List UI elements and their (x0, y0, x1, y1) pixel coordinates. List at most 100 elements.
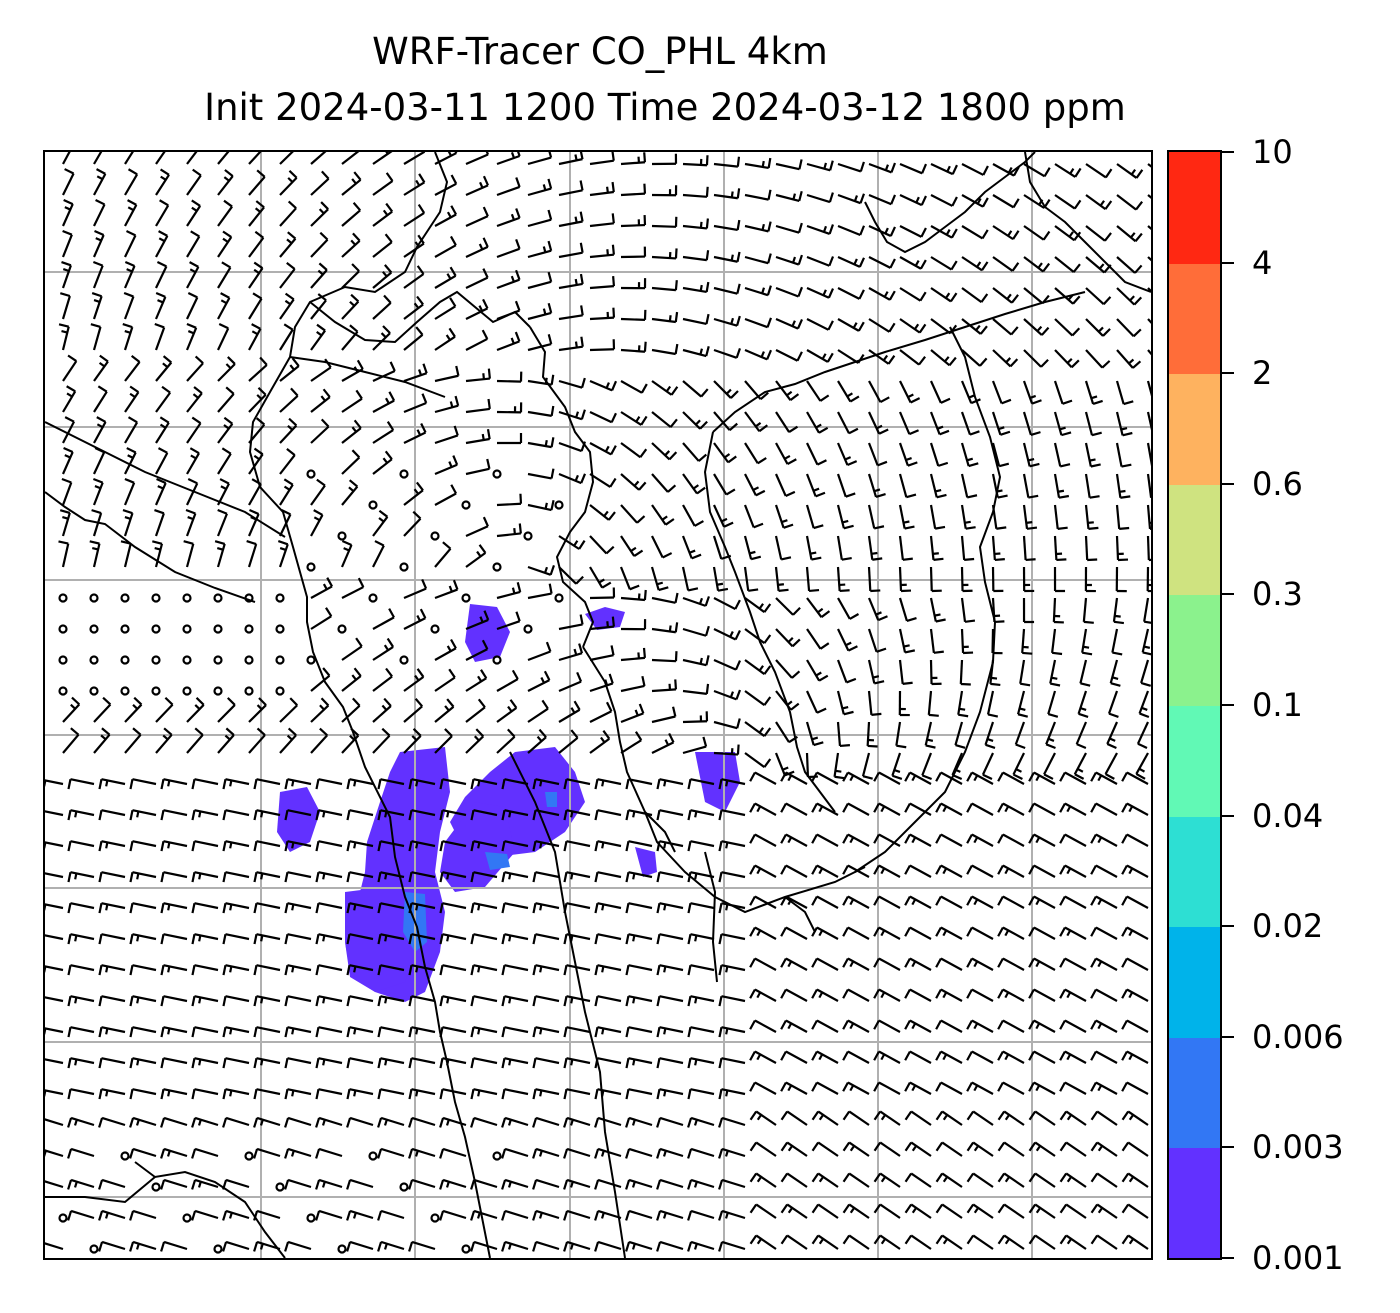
wind-barb-calm (89, 624, 99, 634)
wind-barb (656, 902, 684, 914)
wind-barb (1082, 597, 1094, 624)
wind-barb (124, 230, 137, 258)
wind-barb (253, 778, 281, 790)
wind-barb (682, 711, 709, 724)
coastline-path (704, 851, 718, 983)
wind-barb (155, 447, 169, 475)
wind-barb (315, 902, 343, 914)
coastline-path (248, 152, 491, 1258)
wind-barb-calm (399, 1182, 409, 1192)
wind-barb-calm (151, 655, 161, 665)
colorbar-segment (1169, 705, 1220, 817)
wind-barb (222, 871, 250, 883)
wind-barb (811, 1234, 839, 1250)
wind-barb (960, 442, 979, 468)
wind-barb (775, 628, 801, 648)
wind-barb (98, 1116, 126, 1128)
wind-barb (434, 365, 460, 383)
wind-barb (842, 1203, 870, 1219)
wind-barb (527, 699, 549, 723)
wind-barb (713, 744, 740, 756)
wind-barb-calm (120, 593, 130, 603)
wind-barb (960, 504, 976, 530)
wind-barb (563, 1178, 591, 1190)
wind-barb (966, 1050, 994, 1064)
wind-barb (873, 1019, 901, 1033)
wind-barb (98, 964, 126, 976)
wind-barb (403, 698, 424, 723)
wind-barb (98, 778, 126, 790)
wind-barb (718, 995, 746, 1007)
wind-barb (279, 231, 297, 258)
wind-barb (284, 1178, 312, 1190)
wind-barb (346, 871, 374, 883)
wind-barb (991, 504, 1007, 530)
wind-barb (780, 771, 808, 785)
wind-barb (775, 222, 803, 234)
wind-barb (806, 597, 831, 619)
wind-barb (217, 447, 232, 475)
wind-barb (682, 504, 704, 527)
wind-barb (625, 1026, 653, 1038)
wind-barb (620, 589, 647, 602)
wind-barb (45, 1058, 64, 1065)
wind-barb (186, 199, 202, 227)
wind-barb (248, 292, 263, 320)
wind-barb (930, 287, 958, 303)
wind-barb (558, 671, 583, 693)
wind-barb (496, 239, 521, 259)
wind-barb (873, 957, 901, 971)
chart-title-line-2: Init 2024-03-11 1200 Time 2024-03-12 180… (204, 86, 1126, 129)
wind-barb (1090, 926, 1118, 940)
wind-barb (217, 261, 232, 289)
wind-barb (594, 809, 622, 821)
wind-barb (527, 271, 553, 290)
wind-barb (496, 523, 522, 538)
wind-barb (563, 1026, 591, 1038)
wind-barb (439, 840, 467, 852)
wind-barb-calm (275, 1182, 285, 1192)
wind-barb (718, 871, 746, 883)
wind-barb (1059, 1203, 1087, 1219)
wind-barb-calm (120, 686, 130, 696)
wind-barb (718, 933, 746, 945)
wind-barb (1121, 926, 1149, 940)
wind-barb (253, 1026, 281, 1038)
wind-barb (749, 833, 777, 847)
wind-barb (403, 393, 428, 414)
wind-barb (961, 349, 988, 367)
wind-barb-calm (306, 655, 316, 665)
wind-barb (873, 864, 901, 878)
wind-barb (899, 162, 928, 175)
wind-barb (656, 1116, 684, 1128)
wind-barb (129, 964, 157, 976)
wind-barb (935, 833, 963, 847)
wind-barb (527, 500, 555, 512)
wind-barb (558, 643, 584, 662)
wind-barb (842, 1081, 870, 1095)
wind-barb (439, 871, 467, 883)
wind-barb (842, 1234, 870, 1250)
wind-barb (408, 1088, 436, 1100)
wind-barb (1059, 1019, 1087, 1033)
wind-barb (346, 902, 374, 914)
wind-barb (470, 809, 498, 821)
wind-barb (67, 1116, 95, 1128)
wind-barb (682, 380, 709, 398)
wind-barb (1121, 1234, 1149, 1250)
wind-barb (774, 566, 789, 592)
wind-barb (1073, 752, 1087, 780)
wind-barb (997, 1234, 1025, 1250)
wind-barb (935, 802, 963, 816)
wind-barb (284, 995, 312, 1007)
wind-barb (532, 1240, 560, 1252)
wind-barb (501, 995, 529, 1007)
wind-barb (718, 1209, 746, 1221)
wind-barb (861, 752, 873, 780)
wind-barb (589, 730, 611, 754)
wind-barb (930, 163, 958, 176)
wind-barb (682, 683, 710, 695)
wind-barb (408, 1057, 436, 1069)
wind-barb (1081, 628, 1093, 656)
wind-barb (743, 504, 764, 529)
